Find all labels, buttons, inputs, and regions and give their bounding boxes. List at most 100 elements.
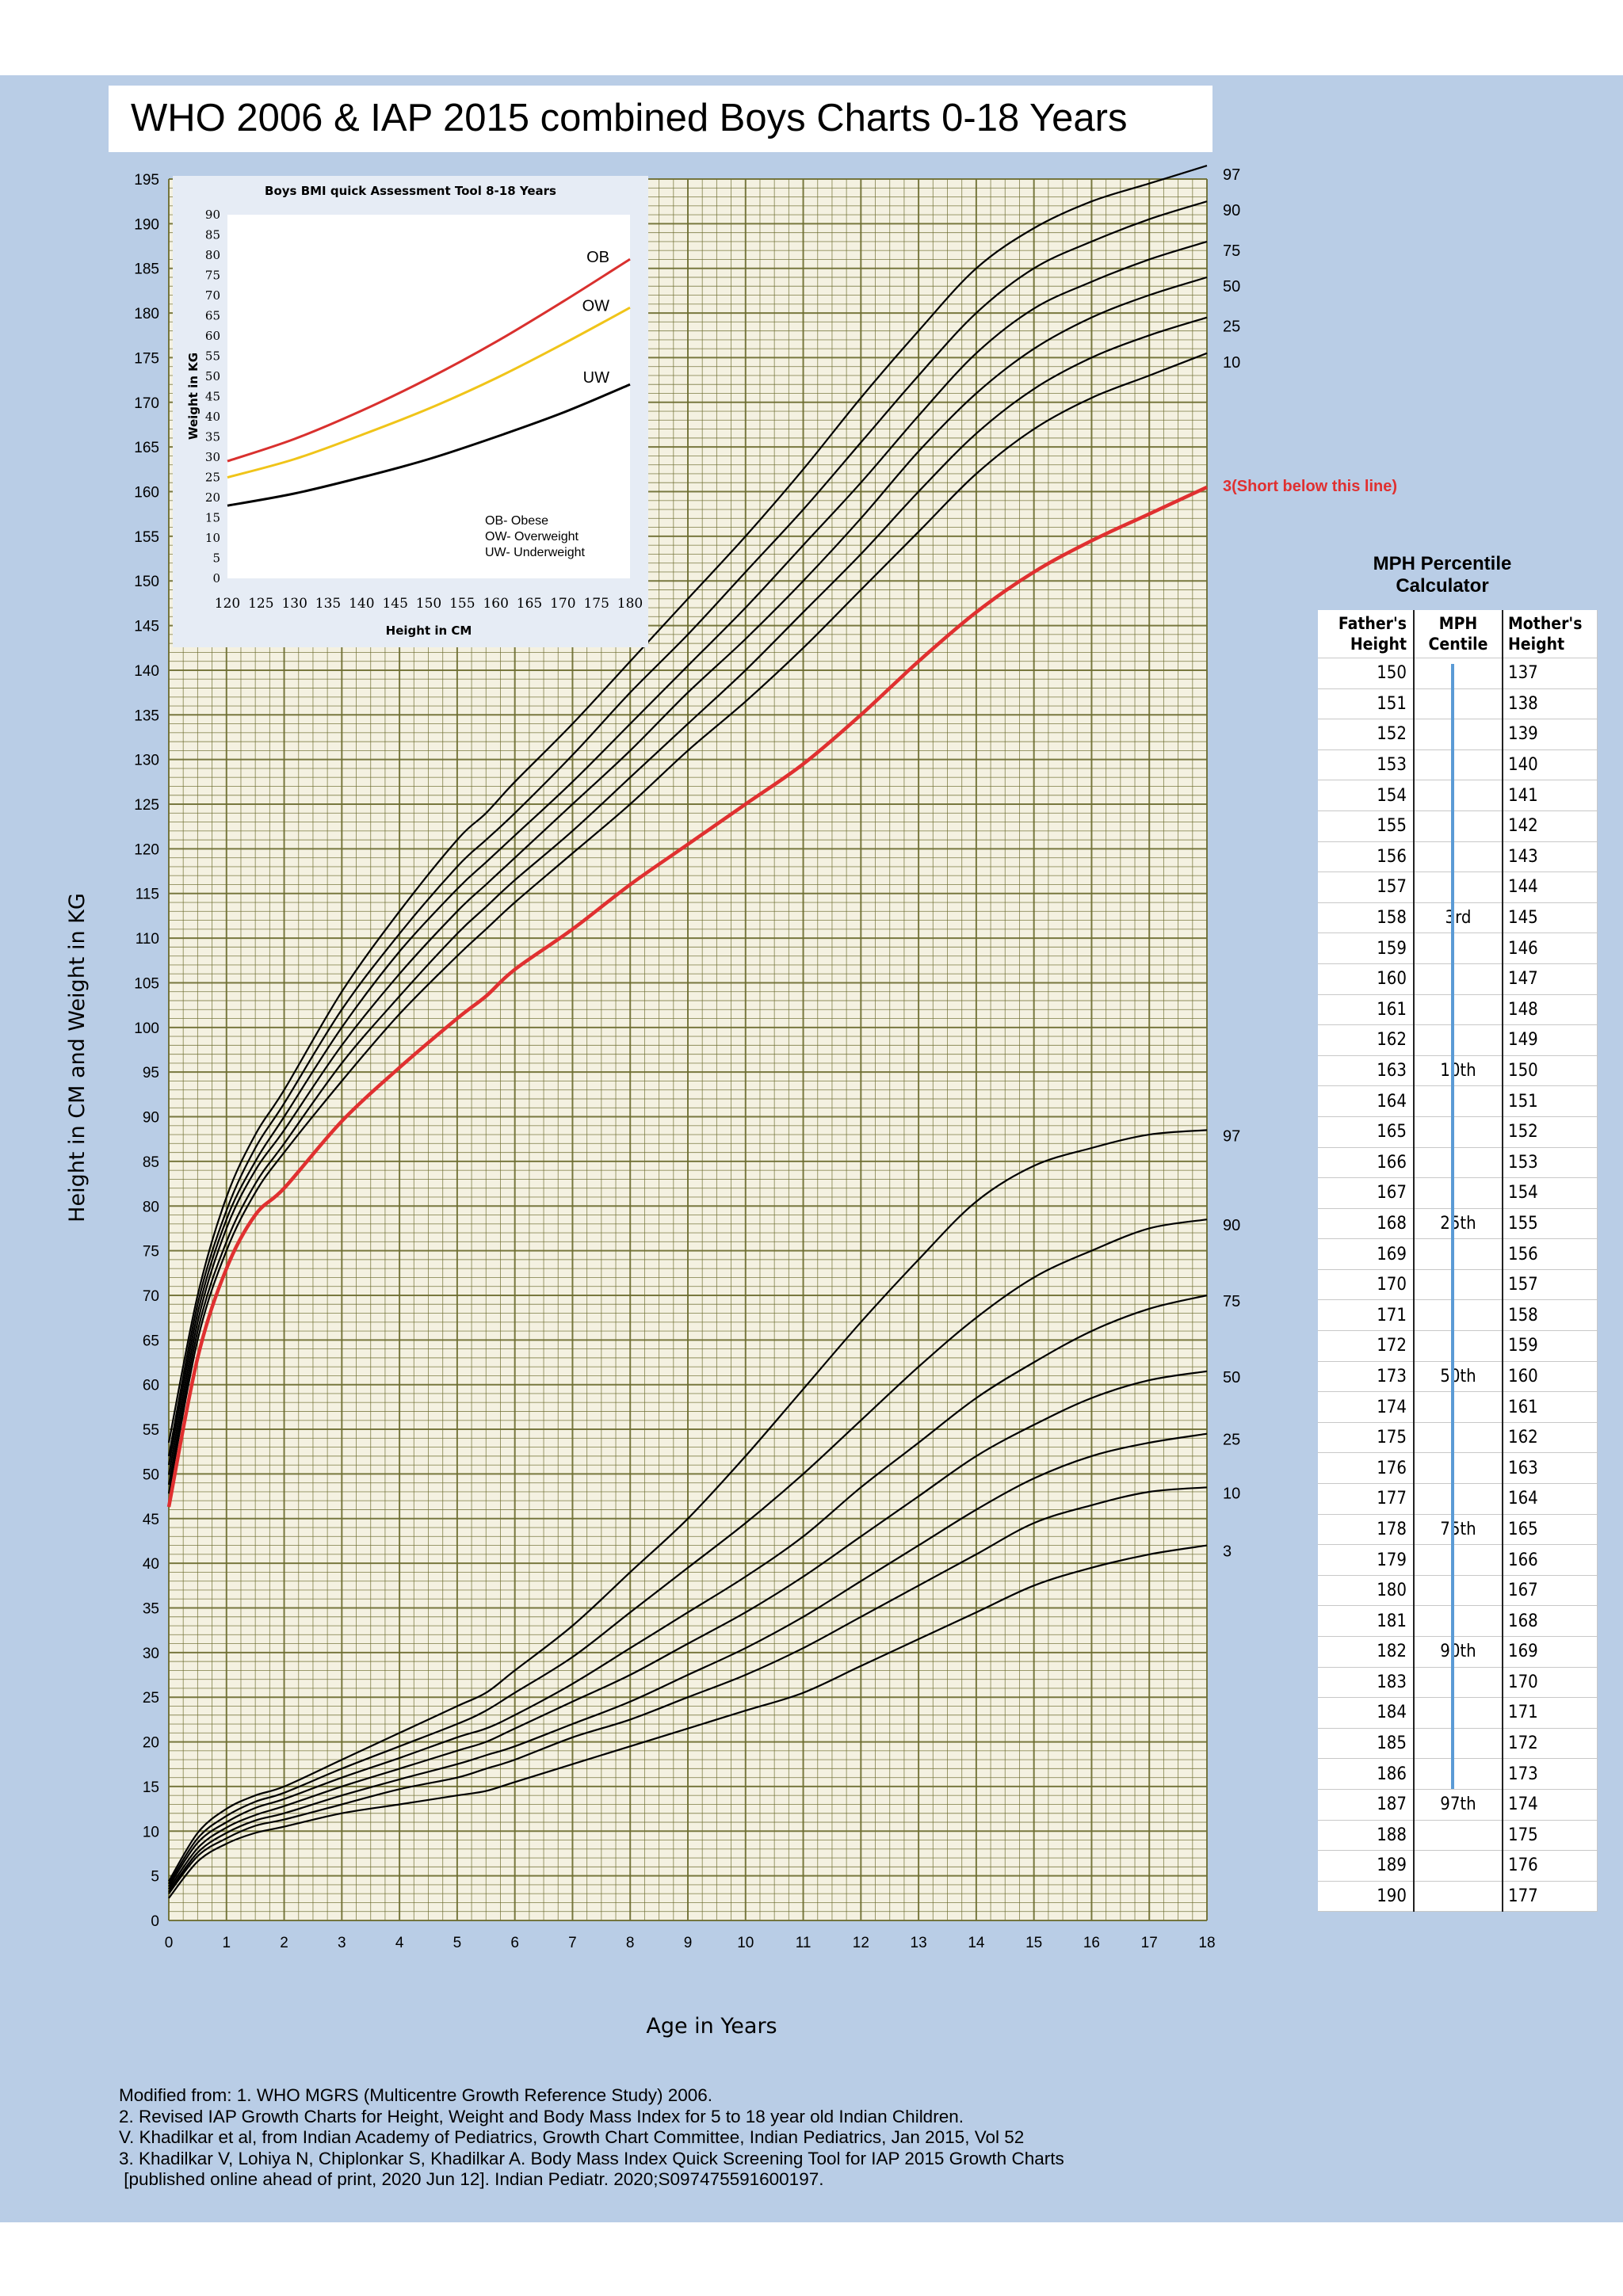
mother-height-cell: 172 [1503, 1728, 1598, 1760]
height-line-p50 [167, 276, 1208, 1475]
mph-table-body: 150 137 151 138 152 139 153 140 154 141 155 142 156 1… [1318, 658, 1598, 1913]
inset-x-tick-label: 140 [349, 596, 374, 612]
mph-centile-cell: 75th [1414, 1514, 1503, 1546]
father-height-cell: 180 [1318, 1575, 1415, 1607]
y-tick-label: 155 [134, 529, 159, 546]
mother-height-cell: 167 [1503, 1575, 1598, 1607]
y-tick-label: 115 [136, 887, 159, 903]
father-height-cell: 154 [1318, 780, 1415, 811]
father-height-cell: 152 [1318, 719, 1415, 750]
mph-centile-cell [1414, 810, 1503, 842]
mother-height-cell: 175 [1503, 1820, 1598, 1852]
father-height-cell: 160 [1318, 963, 1415, 995]
inset-x-tick-label: 125 [248, 596, 273, 612]
mph-row: 177 164 [1318, 1483, 1598, 1515]
inset-x-tick-label: 170 [550, 596, 575, 612]
header-centile-line1: MPH [1438, 614, 1478, 633]
inset-x-tick-label: 135 [315, 596, 341, 612]
footer-references: Modified from: 1. WHO MGRS (Multicentre … [119, 2085, 1064, 2191]
mph-row: 170 157 [1318, 1269, 1598, 1301]
mother-height-cell: 145 [1503, 902, 1598, 934]
mother-height-cell: 176 [1503, 1850, 1598, 1882]
mother-height-cell: 171 [1503, 1697, 1598, 1729]
y-tick-label: 125 [134, 797, 159, 814]
mph-centile-cell [1414, 1544, 1503, 1576]
weight-label-p10: 10 [1223, 1485, 1240, 1502]
inset-title: Boys BMI quick Assessment Tool 8-18 Year… [265, 184, 556, 198]
mother-height-cell: 169 [1503, 1636, 1598, 1668]
mph-centile-cell [1414, 1483, 1503, 1515]
mph-centile-cell [1414, 1330, 1503, 1362]
y-tick-label: 180 [134, 306, 159, 322]
father-height-cell: 166 [1318, 1147, 1415, 1179]
mph-title-line2: Calculator [1396, 575, 1489, 597]
inset-series-label-ob: OB [586, 249, 609, 266]
inset-line-ow [227, 306, 631, 479]
mph-row: 175 162 [1318, 1422, 1598, 1454]
mph-row: 186 173 [1318, 1758, 1598, 1790]
father-height-cell: 188 [1318, 1820, 1415, 1852]
x-axis-label: Age in Years [646, 2014, 777, 2039]
mph-centile-cell: 3rd [1414, 902, 1503, 934]
x-tick-label: 12 [853, 1935, 869, 1951]
mother-height-cell: 173 [1503, 1758, 1598, 1790]
father-height-cell: 173 [1318, 1361, 1415, 1393]
father-height-cell: 185 [1318, 1728, 1415, 1760]
mph-centile-cell [1414, 1085, 1503, 1117]
weight-line-p3 [168, 1544, 1208, 1899]
father-height-cell: 182 [1318, 1636, 1415, 1668]
mph-centile-cell [1414, 841, 1503, 873]
mother-height-cell: 170 [1503, 1667, 1598, 1699]
y-tick-label: 110 [136, 931, 159, 948]
mph-row: 154 141 [1318, 780, 1598, 811]
mph-centile-cell: 50th [1414, 1361, 1503, 1393]
mph-centile-cell [1414, 871, 1503, 903]
y-tick-label: 95 [143, 1065, 159, 1081]
mph-centile-cell [1414, 1605, 1503, 1637]
mph-title-line1: MPH Percentile [1373, 553, 1512, 574]
inset-y-tick-label: 45 [205, 390, 220, 404]
chart-title: WHO 2006 & IAP 2015 combined Boys Charts… [131, 97, 1128, 139]
mph-centile-cell [1414, 1177, 1503, 1209]
mother-height-cell: 157 [1503, 1269, 1598, 1301]
mph-row: 150 137 [1318, 658, 1598, 689]
x-tick-label: 18 [1198, 1935, 1215, 1951]
inset-series-label-ow: OW [582, 297, 610, 315]
x-tick-label: 4 [395, 1935, 404, 1951]
x-tick-label: 3 [338, 1935, 346, 1951]
mph-centile-cell [1414, 1299, 1503, 1332]
mph-centile-cell [1414, 749, 1503, 781]
y-tick-label: 195 [134, 172, 159, 189]
mph-centile-cell: 97th [1414, 1789, 1503, 1821]
x-tick-label: 15 [1025, 1935, 1042, 1951]
inset-y-tick-label: 70 [205, 288, 220, 303]
weight-line-p75 [168, 1294, 1208, 1887]
mother-height-cell: 151 [1503, 1085, 1598, 1117]
mother-height-cell: 144 [1503, 871, 1598, 903]
y-tick-label: 105 [134, 975, 159, 992]
father-height-cell: 167 [1318, 1177, 1415, 1209]
inset-y-tick-label: 75 [205, 269, 220, 283]
inset-legend-item: OW- Overweight [485, 530, 579, 543]
mph-centile-cell [1414, 780, 1503, 811]
x-tick-label: 7 [568, 1935, 577, 1951]
father-height-cell: 178 [1318, 1514, 1415, 1546]
x-tick-label: 10 [737, 1935, 754, 1951]
father-height-cell: 175 [1318, 1422, 1415, 1454]
y-tick-label: 25 [143, 1690, 159, 1707]
mph-row: 159 146 [1318, 933, 1598, 964]
y-tick-label: 145 [134, 619, 159, 635]
father-height-cell: 163 [1318, 1055, 1415, 1087]
mph-centile-bar [1451, 664, 1454, 1789]
mother-height-cell: 162 [1503, 1422, 1598, 1454]
inset-y-tick-label: 0 [212, 571, 220, 585]
mph-row: 168 25th 155 [1318, 1208, 1598, 1240]
mother-height-cell: 138 [1503, 688, 1598, 720]
mother-height-cell: 155 [1503, 1208, 1598, 1240]
title-box: WHO 2006 & IAP 2015 combined Boys Charts… [109, 86, 1212, 152]
father-height-cell: 169 [1318, 1238, 1415, 1270]
y-tick-label: 65 [143, 1333, 159, 1349]
mph-centile-cell [1414, 1452, 1503, 1485]
mother-height-cell: 154 [1503, 1177, 1598, 1209]
